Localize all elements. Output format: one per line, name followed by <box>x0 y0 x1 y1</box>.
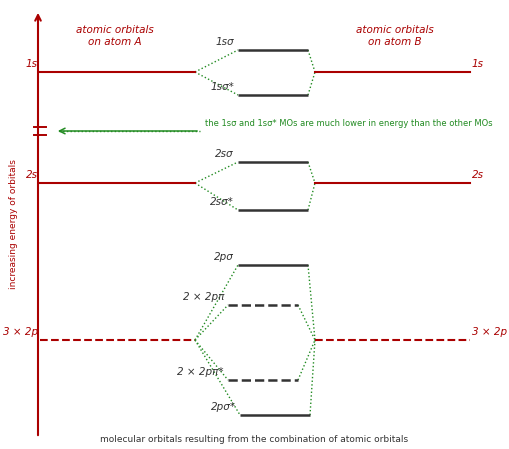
Text: 2 × 2pπ*: 2 × 2pπ* <box>177 367 224 377</box>
Text: 1s: 1s <box>26 59 38 69</box>
Text: atomic orbitals
on atom B: atomic orbitals on atom B <box>356 25 434 47</box>
Text: 3 × 2p: 3 × 2p <box>3 327 38 337</box>
Text: 1sσ: 1sσ <box>215 37 234 47</box>
Text: the 1sσ and 1sσ* MOs are much lower in energy than the other MOs: the 1sσ and 1sσ* MOs are much lower in e… <box>205 119 493 128</box>
Text: 2pσ: 2pσ <box>214 252 234 262</box>
Text: atomic orbitals
on atom A: atomic orbitals on atom A <box>76 25 154 47</box>
Text: 3 × 2p: 3 × 2p <box>472 327 507 337</box>
Text: 2s: 2s <box>26 170 38 180</box>
Text: 2sσ*: 2sσ* <box>210 197 234 207</box>
Text: 1s: 1s <box>472 59 484 69</box>
Text: 2s: 2s <box>472 170 484 180</box>
Text: 1sσ*: 1sσ* <box>210 82 234 92</box>
Text: increasing energy of orbitals: increasing energy of orbitals <box>10 159 18 290</box>
Text: 2pσ*: 2pσ* <box>211 402 236 412</box>
Text: 2sσ: 2sσ <box>215 149 234 159</box>
Text: 2 × 2pπ: 2 × 2pπ <box>183 292 224 302</box>
Text: molecular orbitals resulting from the combination of atomic orbitals: molecular orbitals resulting from the co… <box>100 435 409 444</box>
